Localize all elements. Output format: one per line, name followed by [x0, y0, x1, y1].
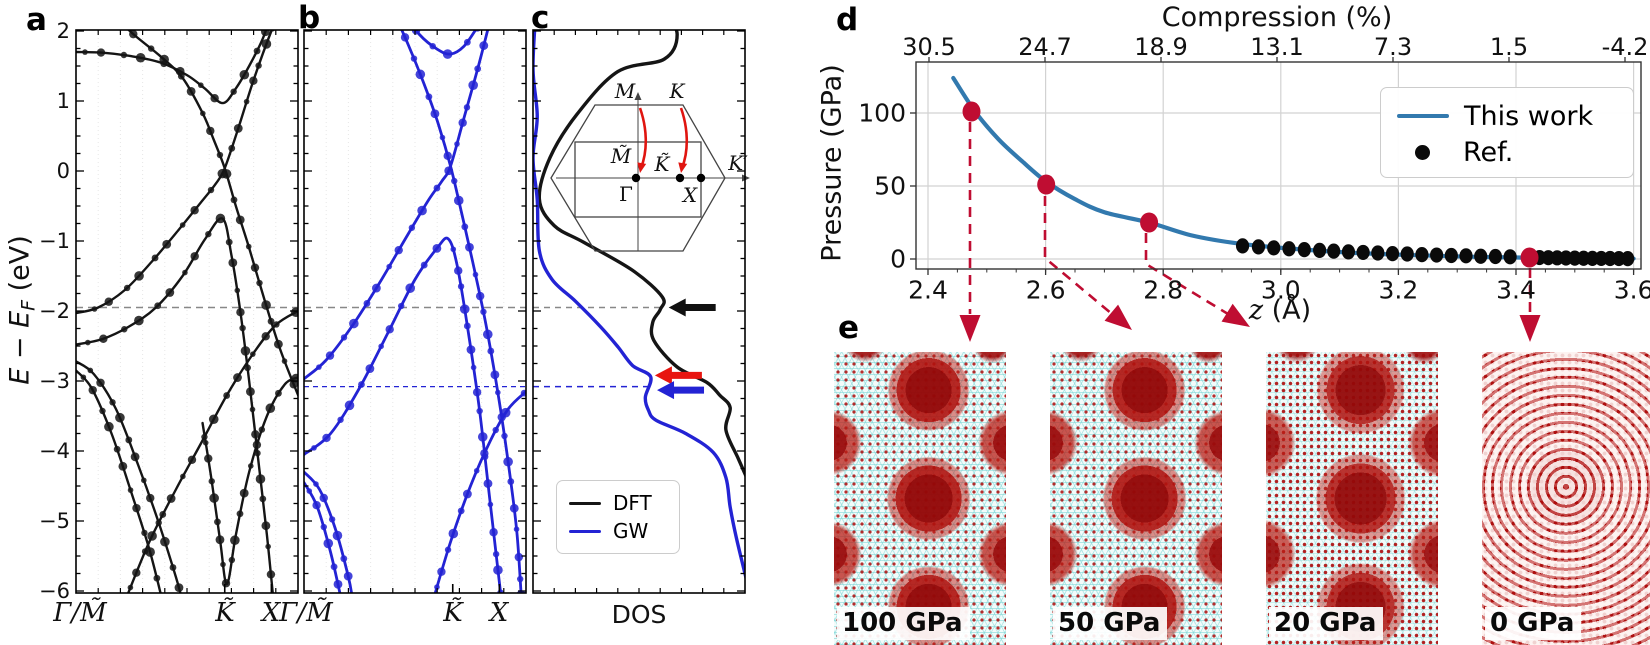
figure-canvas: [75, 29, 1642, 594]
figure: a b c d e E − EF (eV) Γ/M̃ K̃ X Γ/M̃ K̃ …: [4, 0, 1650, 645]
